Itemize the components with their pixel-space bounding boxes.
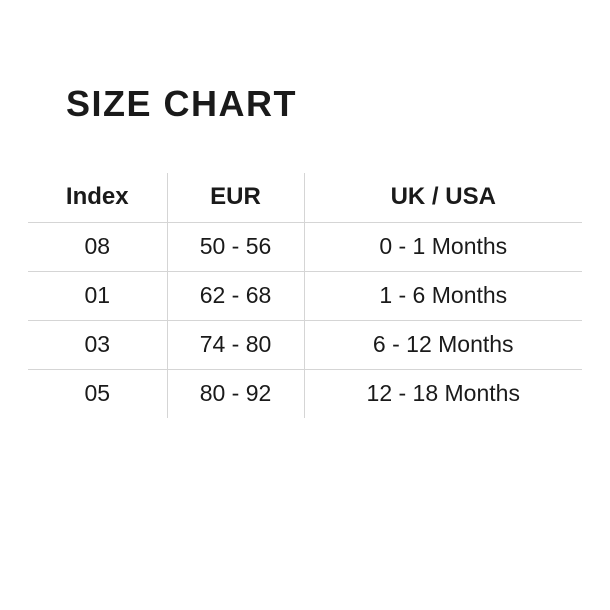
cell-uk-usa: 1 - 6 Months	[304, 271, 582, 321]
cell-index: 08	[28, 222, 168, 272]
table-row: 03 74 - 80 6 - 12 Months	[28, 320, 582, 370]
page-title: SIZE CHART	[66, 83, 297, 124]
table-body: 08 50 - 56 0 - 1 Months 01 62 - 68 1 - 6…	[28, 222, 582, 418]
cell-index: 05	[28, 369, 168, 418]
cell-index: 01	[28, 271, 168, 321]
column-header-eur: EUR	[167, 173, 305, 223]
cell-uk-usa: 12 - 18 Months	[366, 380, 520, 407]
cell-uk-usa: 0 - 1 Months	[304, 222, 582, 272]
table-row: 05 80 - 92 12 - 18 Months	[28, 369, 582, 418]
table-row: 01 62 - 68 1 - 6 Months	[28, 271, 582, 321]
table-row: 08 50 - 56 0 - 1 Months	[28, 222, 582, 272]
cell-eur: 74 - 80	[167, 320, 305, 370]
cell-eur: 50 - 56	[167, 222, 305, 272]
column-header-uk-usa: UK / USA	[304, 173, 582, 223]
cell-index: 03	[28, 320, 168, 370]
cell-uk-usa: 6 - 12 Months	[304, 320, 582, 370]
header-row: Index EUR UK / USA	[28, 173, 582, 223]
column-header-index: Index	[28, 173, 168, 223]
size-chart-table: Index EUR UK / USA 08 50 - 56 0 - 1 Mont…	[28, 173, 582, 418]
table-header: Index EUR UK / USA	[28, 173, 582, 223]
cell-eur: 80 - 92	[167, 369, 305, 418]
cell-eur: 62 - 68	[167, 271, 305, 321]
